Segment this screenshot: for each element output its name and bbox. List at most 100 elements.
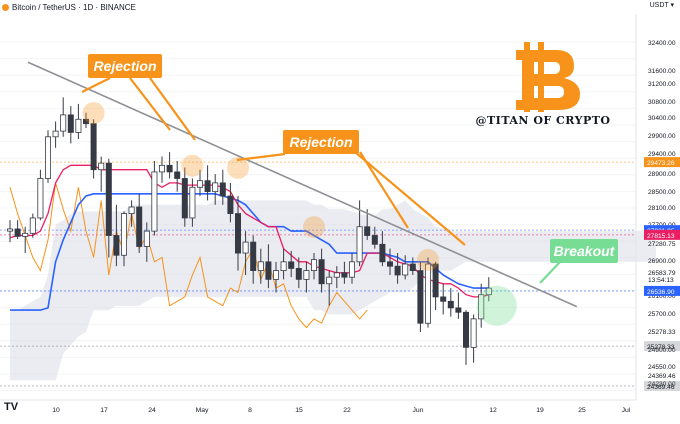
candle-body [45, 136, 52, 179]
candle [219, 169, 226, 205]
price-label-tag: 24369.46 [644, 380, 680, 391]
rejection-pointer [236, 151, 466, 246]
price-axis-tick-label: 25278.33 [648, 329, 676, 336]
candle-body [181, 178, 188, 219]
price-axis-tick-label: 27280.75 [648, 241, 676, 248]
lagging-span-line [9, 182, 368, 329]
candle-body [440, 296, 447, 302]
candle [204, 165, 211, 201]
candle [485, 277, 492, 302]
price-label-text: 25278.33 [647, 344, 675, 351]
candle-body [485, 287, 492, 296]
candle [128, 200, 135, 227]
time-axis-tick-label: 12 [489, 407, 497, 414]
candle-body [90, 123, 97, 171]
time-axis-tick-label: Jul [622, 407, 631, 414]
breakout-callout-box [550, 239, 618, 263]
candle-body [364, 226, 371, 236]
price-label-bg [644, 229, 680, 240]
candle-body [37, 178, 44, 219]
candle [29, 213, 36, 238]
candle [455, 292, 462, 319]
candle [60, 97, 67, 137]
candle-body [326, 276, 333, 285]
candle-body [295, 268, 302, 280]
candle [158, 156, 165, 183]
price-axis-tick-label: 26100.00 [648, 293, 676, 300]
candle-body [75, 118, 82, 133]
candle [402, 255, 409, 280]
price-label-text: 26536.90 [647, 289, 675, 296]
candle-body [371, 235, 378, 245]
candle-body [242, 241, 249, 254]
candle-body [417, 270, 424, 324]
time-axis-tick-label: 19 [536, 407, 544, 414]
price-label-tag: 27815.13 [644, 229, 680, 240]
bitcoin-dot-icon [2, 3, 9, 11]
candle [212, 174, 219, 205]
breakout-marker [476, 285, 517, 326]
candle-body [52, 130, 59, 138]
candle-body [318, 259, 325, 285]
candle [257, 248, 264, 284]
candle-body [227, 195, 234, 214]
candle [333, 266, 340, 289]
base-line [10, 193, 489, 311]
candle [45, 130, 52, 183]
price-label-bg [644, 157, 680, 168]
candle [348, 253, 355, 284]
watermark-text: @TITAN OF CRYPTO [475, 114, 610, 127]
candle-body [158, 164, 165, 173]
candle-body [196, 180, 203, 188]
candle [151, 160, 158, 236]
price-label-tag: 29473.26 [644, 157, 680, 168]
candle [37, 169, 44, 221]
currency-selector[interactable]: USDT ▾ [650, 1, 674, 9]
price-axis-tick-label: 28100.00 [648, 205, 676, 212]
candle [105, 158, 112, 258]
price-label-tag: 26536.90 [644, 285, 680, 296]
candle [174, 160, 181, 192]
candle [394, 253, 401, 284]
price-axis-tick-label: 31200.00 [648, 81, 676, 88]
candle-body [394, 265, 401, 276]
rejection-touch-marker [417, 249, 439, 272]
candle [478, 283, 485, 328]
candle-body [143, 230, 150, 247]
candle [447, 288, 454, 317]
rejection-callout-box [88, 54, 162, 78]
candle-body [22, 232, 29, 237]
chevron-down-icon: ▾ [670, 2, 674, 9]
price-label-bg [644, 380, 680, 391]
price-axis-tick-label: 24369.46 [648, 373, 676, 380]
candle-body [432, 263, 439, 298]
candle [67, 106, 74, 144]
time-axis-tick-label: 24 [148, 407, 156, 414]
candle [181, 167, 188, 227]
candle-body [14, 228, 21, 237]
candle-body [166, 164, 173, 173]
rejection-touch-marker [303, 216, 325, 239]
candle [136, 193, 143, 254]
price-axis-tick-label: 24550.00 [648, 364, 676, 371]
candle [196, 169, 203, 197]
symbol-header: Bitcoin / TetherUS · 1D · BINANCE [0, 0, 136, 14]
rejection-touch-marker [82, 102, 105, 125]
candle [166, 152, 173, 179]
candle-body [379, 243, 386, 263]
price-axis-tick-label: 25700.00 [648, 311, 676, 318]
candle [356, 200, 363, 267]
candle [75, 103, 82, 140]
bitcoin-logo-icon [516, 42, 580, 112]
candle-body [136, 206, 143, 247]
candle-body [105, 162, 112, 236]
candle [242, 231, 249, 275]
candle [295, 257, 302, 289]
candle [143, 222, 150, 262]
candle-body [128, 206, 135, 214]
candle-body [234, 213, 241, 254]
candle [364, 209, 371, 240]
candle [121, 211, 128, 267]
